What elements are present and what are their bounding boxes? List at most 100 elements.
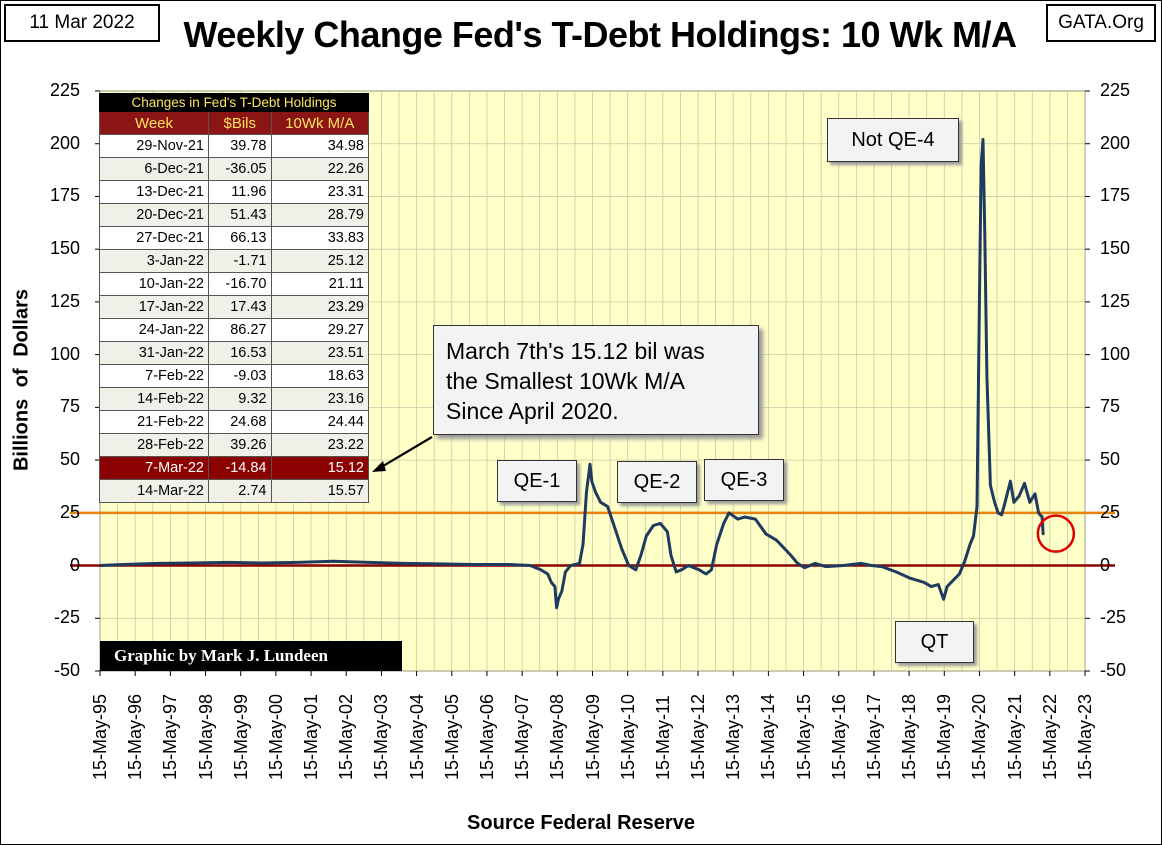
y-tick-label: 225 [49,80,80,100]
table-cell: 2.74 [208,479,272,503]
y-tick-label: 50 [1100,449,1121,470]
x-axis-label: Source Federal Reserve [467,812,695,834]
table-cell: 3-Jan-22 [99,249,209,273]
chart-title: Weekly Change Fed's T-Debt Holdings: 10 … [183,14,1017,55]
y-tick-label: 150 [1100,238,1131,259]
table-cell: 29-Nov-21 [99,134,209,158]
x-tick-label: 15-May-14 [758,693,779,780]
annotation-arrow [377,436,433,470]
credit-label: Graphic by Mark J. Lundeen [100,641,402,671]
table-row: 17-Jan-22 17.43 23.29 [99,295,369,319]
table-cell: 28.79 [270,203,369,227]
table-cell: 7-Mar-22 [99,456,209,480]
x-tick-label: 15-May-22 [1039,693,1060,780]
table-cell: -1.71 [208,249,272,273]
table-cell: 66.13 [208,226,272,250]
annotation-arrowhead [372,461,386,472]
x-tick-label: 15-May-21 [1004,693,1025,780]
y-tick-label: 175 [1100,185,1131,206]
x-tick-label: 15-May-15 [793,693,814,780]
table-cell: 39.26 [208,433,272,457]
series-line [99,138,1046,610]
table-cell: 23.31 [270,180,369,204]
table-cell: 15.12 [270,456,369,480]
x-tick-label: 15-May-16 [828,693,849,780]
table-cell: 31-Jan-22 [99,341,209,365]
y-tick-label: -50 [1100,660,1127,680]
x-tick-label: 15-May-23 [1075,693,1095,780]
y-tick-label: 25 [1100,501,1121,522]
table-cell: 23.51 [270,341,369,365]
table-row: 6-Dec-21 -36.05 22.26 [99,157,369,181]
table-row: 14-Feb-22 9.32 23.16 [99,387,369,411]
table-cell: 51.43 [208,203,272,227]
table-row: 27-Dec-21 66.13 33.83 [99,226,369,250]
label-qe1: QE-1 [497,460,577,502]
table-cell: 27-Dec-21 [99,226,209,250]
x-tick-label: 15-May-98 [195,693,216,780]
table-cell: 86.27 [208,318,272,342]
table-cell: 14-Mar-22 [99,479,209,503]
y-tick-label: 75 [1100,396,1121,417]
table-cell: 24.68 [208,410,272,434]
table-cell: 39.78 [208,134,272,158]
x-tick-label: 15-May-17 [863,693,884,780]
table-cell: 24.44 [270,410,369,434]
table-cell: 9.32 [208,387,272,411]
x-tick-label: 15-May-96 [125,693,146,780]
x-tick-label: 15-May-02 [336,693,357,780]
x-tick-label: 15-May-05 [441,693,462,780]
table-cell: 23.16 [270,387,369,411]
x-tick-label: 15-May-10 [617,693,638,780]
table-row: 7-Feb-22 -9.03 18.63 [99,364,369,388]
table-cell: 23.22 [270,433,369,457]
y-tick-label: 25 [59,501,80,522]
table-cell: 29.27 [270,318,369,342]
label-qt: QT [895,621,974,663]
table-row: 21-Feb-22 24.68 24.44 [99,410,369,434]
table-cell: 21-Feb-22 [99,410,209,434]
x-tick-label: 15-May-04 [406,693,427,780]
y-tick-label: 0 [1100,554,1111,575]
table-cell: -36.05 [208,157,272,181]
table-row: 28-Feb-22 39.26 23.22 [99,433,369,457]
table-row: 20-Dec-21 51.43 28.79 [99,203,369,227]
table-cell: 13-Dec-21 [99,180,209,204]
x-tick-label: 15-May-00 [265,693,286,780]
x-tick-label: 15-May-11 [652,695,673,780]
table-header-cell: Week [99,111,209,135]
x-tick-label: 15-May-19 [934,693,955,780]
table-cell: 34.98 [270,134,369,158]
table-row: 10-Jan-22 -16.70 21.11 [99,272,369,296]
y-tick-label: 0 [69,554,80,575]
y-axis-label: Billions of Dollars [10,288,33,472]
x-tick-label: 15-May-06 [476,693,497,780]
annotation-line: March 7th's 15.12 bil was [446,338,705,364]
table-caption: Changes in Fed's T-Debt Holdings [99,93,369,112]
y-tick-label: 200 [49,132,80,153]
y-tick-label: 100 [1100,343,1131,364]
table-cell: 25.12 [270,249,369,273]
table-cell: 6-Dec-21 [99,157,209,181]
site-box: GATA.Org [1046,4,1156,42]
table-cell: 20-Dec-21 [99,203,209,227]
label-qe3: QE-3 [704,459,784,501]
x-tick-label: 15-May-18 [899,693,920,780]
table-cell: 23.29 [270,295,369,319]
y-tick-label: 225 [1100,80,1131,100]
table-row: 31-Jan-22 16.53 23.51 [99,341,369,365]
x-tick-label: 15-May-07 [512,693,533,780]
y-tick-label: -50 [53,660,80,680]
table-cell: 15.57 [270,479,369,503]
y-tick-label: 200 [1100,132,1131,153]
y-tick-label: 125 [1100,290,1131,311]
table-cell: 10-Jan-22 [99,272,209,296]
table-cell: 18.63 [270,364,369,388]
label-qe2: QE-2 [617,461,697,503]
table-cell: 33.83 [270,226,369,250]
table-header-cell: 10Wk M/A [270,111,369,135]
y-tick-label: 100 [49,343,80,364]
table-cell: -9.03 [208,364,272,388]
annotation-line: Since April 2020. [446,398,619,424]
table-row: 14-Mar-22 2.74 15.57 [99,479,369,503]
